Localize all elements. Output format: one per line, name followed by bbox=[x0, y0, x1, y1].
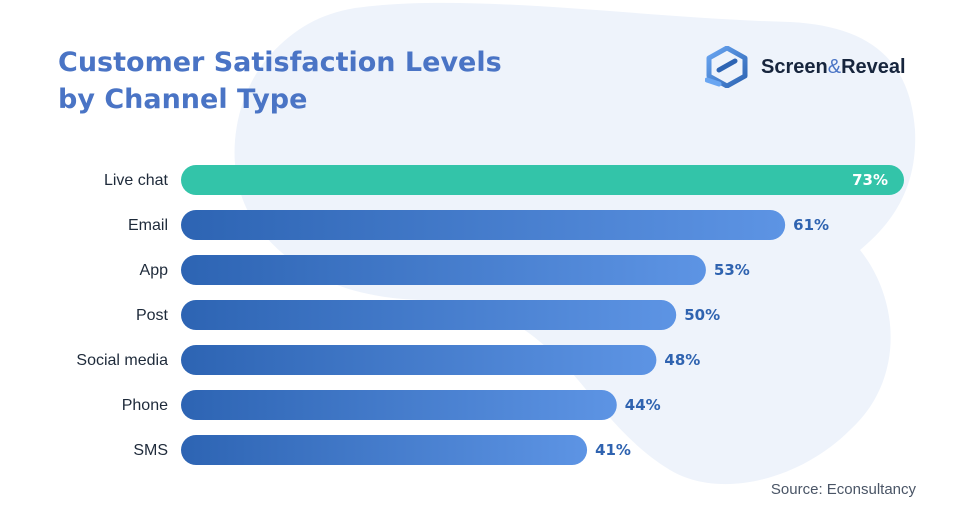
category-label: Phone bbox=[122, 397, 168, 414]
brand-name-part1: Screen bbox=[761, 55, 828, 78]
brand-ampersand: & bbox=[827, 55, 842, 78]
bar-phone bbox=[181, 390, 617, 420]
bar-app bbox=[181, 255, 706, 285]
value-label: 73% bbox=[852, 171, 888, 189]
value-label: 50% bbox=[684, 306, 720, 324]
category-label: Live chat bbox=[104, 172, 169, 189]
value-label: 41% bbox=[595, 441, 631, 459]
bar-email bbox=[181, 210, 786, 240]
category-label: App bbox=[140, 262, 169, 279]
value-label: 44% bbox=[625, 396, 661, 414]
chart-title: Customer Satisfaction Levels by Channel … bbox=[58, 44, 502, 118]
value-label: 53% bbox=[714, 261, 750, 279]
chart-title-line-2: by Channel Type bbox=[58, 84, 308, 115]
brand-logo: Screen&Reveal bbox=[705, 46, 906, 88]
category-label: Social media bbox=[76, 352, 168, 369]
value-label: 61% bbox=[793, 216, 829, 234]
category-label: Post bbox=[136, 307, 169, 324]
brand-name: Screen&Reveal bbox=[761, 56, 906, 79]
bar-post bbox=[181, 300, 677, 330]
category-label: SMS bbox=[133, 442, 168, 459]
bar-live-chat bbox=[181, 165, 904, 195]
screen-reveal-logo-icon bbox=[705, 46, 748, 88]
chart-title-line-1: Customer Satisfaction Levels bbox=[58, 47, 502, 78]
bar-sms bbox=[181, 435, 588, 465]
category-label: Email bbox=[128, 217, 168, 234]
brand-name-part2: Reveal bbox=[841, 55, 906, 78]
source-note: Source: Econsultancy bbox=[770, 481, 916, 498]
value-label: 48% bbox=[664, 351, 700, 369]
bar-social-media bbox=[181, 345, 657, 375]
